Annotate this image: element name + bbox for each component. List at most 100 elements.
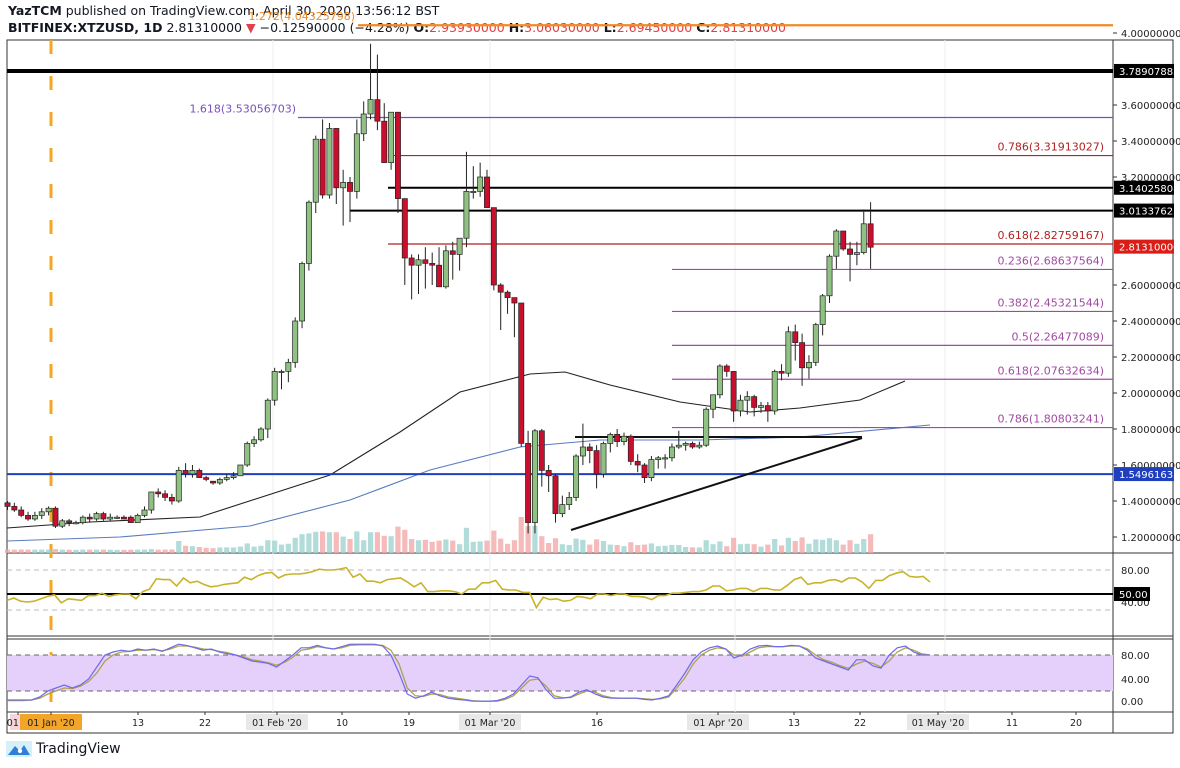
candle-body — [744, 396, 751, 401]
candle-body — [244, 443, 251, 466]
volume-bar — [4, 549, 11, 553]
time-tick-label: 13 — [788, 718, 800, 729]
volume-bar — [107, 549, 113, 553]
chart-canvas[interactable]: 1.272(4.04325798) 1.618(3.53056703) 0.786(… — [0, 0, 1180, 740]
candle-body — [4, 502, 11, 507]
stoch-k-line — [7, 643, 930, 702]
ma100-line — [6, 371, 906, 529]
fib-level-label: 0.786(1.80803241) — [997, 413, 1104, 426]
fib-level-label: 1.618(3.53056703) — [189, 102, 296, 115]
price-tick-label: 1.60000000 — [1121, 461, 1180, 472]
candle-body — [59, 520, 66, 527]
price-tick-label: 3.20000000 — [1121, 173, 1180, 184]
candle-body — [347, 182, 353, 192]
price-tick-label: 2.60000000 — [1121, 281, 1180, 292]
candle-body — [203, 477, 210, 480]
volume-bar — [141, 549, 148, 553]
volume-bar — [696, 547, 702, 553]
volume-bar — [676, 545, 682, 553]
candle-body — [429, 263, 436, 266]
down-arrow-icon: ▼ — [246, 20, 256, 35]
candle-body — [552, 475, 559, 514]
volume-bar — [114, 549, 120, 553]
candle-body — [251, 439, 258, 444]
volume-bar — [655, 546, 661, 553]
time-tick-bg — [907, 714, 969, 730]
volume-bar — [162, 549, 168, 553]
plot-frame — [6, 39, 1114, 734]
candle-body — [771, 371, 778, 412]
candle-body — [490, 207, 497, 286]
volume-bar — [751, 544, 757, 553]
volume-bar — [244, 543, 250, 553]
rsi-line — [6, 566, 931, 610]
candle-body — [182, 470, 189, 475]
price-tick-label: 3.60000000 — [1121, 101, 1180, 112]
time-tick-label: 11 — [1006, 718, 1018, 729]
time-tick-bg — [459, 714, 521, 730]
candle-body — [586, 446, 593, 451]
volume-bar — [648, 543, 654, 553]
volume-bar — [292, 537, 298, 553]
candle-body — [31, 515, 38, 520]
candle-body — [826, 255, 833, 297]
symbol-legend: BITFINEX:XTZUSD, 1D 2.81310000 ▼ −0.1259… — [8, 20, 786, 35]
volume-bar — [265, 540, 271, 553]
volume-bar — [600, 541, 607, 553]
candles — [4, 43, 874, 534]
candle-body — [497, 284, 504, 293]
low-label: L: — [603, 20, 617, 35]
time-tick-label: 01 May '20 — [912, 718, 964, 729]
candle-body — [696, 444, 703, 448]
volume-bar — [347, 539, 353, 553]
tradingview-logo[interactable]: TradingView — [6, 741, 121, 757]
volume-bar — [450, 540, 456, 553]
price-tag — [1114, 63, 1174, 78]
published-text: published on TradingView.com, April 30, … — [61, 3, 440, 18]
candle-body — [52, 507, 59, 527]
candle-body — [531, 430, 538, 523]
volume-bar — [587, 544, 593, 553]
candle-body — [785, 331, 792, 374]
candle-body — [18, 509, 25, 516]
candle-body — [641, 464, 648, 478]
candle-body — [764, 405, 771, 412]
volume-bar — [258, 545, 264, 553]
volume-bar — [552, 538, 559, 553]
stoch-tick-label: 0.00 — [1121, 697, 1143, 708]
fib-level-label: 0.618(2.82759167) — [997, 229, 1104, 242]
volume-bar — [388, 536, 394, 553]
candle-body — [374, 99, 381, 122]
volume-bar — [128, 549, 134, 553]
candle-body — [545, 470, 552, 477]
volume-bar — [80, 549, 86, 553]
volume-bar — [73, 549, 79, 553]
volume-bar — [525, 526, 531, 553]
candle-body — [449, 250, 456, 255]
volume-bar — [689, 547, 696, 553]
candle-body — [470, 191, 477, 193]
volume-bar — [710, 544, 716, 553]
candle-body — [737, 399, 744, 412]
candle-body — [25, 515, 32, 520]
candle-body — [634, 461, 641, 466]
price-tag — [1114, 203, 1174, 218]
volume-bar — [737, 544, 744, 553]
volume-bar — [224, 547, 230, 553]
price-tag-label: 3.78907885 — [1119, 67, 1179, 78]
volume-bar — [52, 549, 59, 553]
open-label: O: — [413, 20, 430, 35]
volume-bar — [744, 543, 750, 553]
candle-body — [436, 264, 443, 288]
candle-body — [162, 493, 168, 498]
author-name[interactable]: YazTCM — [8, 3, 62, 18]
volume-bar — [847, 540, 853, 553]
volume-bar — [511, 540, 517, 553]
candle-body — [415, 259, 422, 266]
candle-body — [148, 491, 155, 511]
price-tick-label: 2.00000000 — [1121, 389, 1180, 400]
candle-body — [237, 464, 244, 477]
volume-bar — [340, 536, 346, 553]
volume-bar — [25, 549, 31, 553]
volume-bar — [183, 545, 189, 553]
